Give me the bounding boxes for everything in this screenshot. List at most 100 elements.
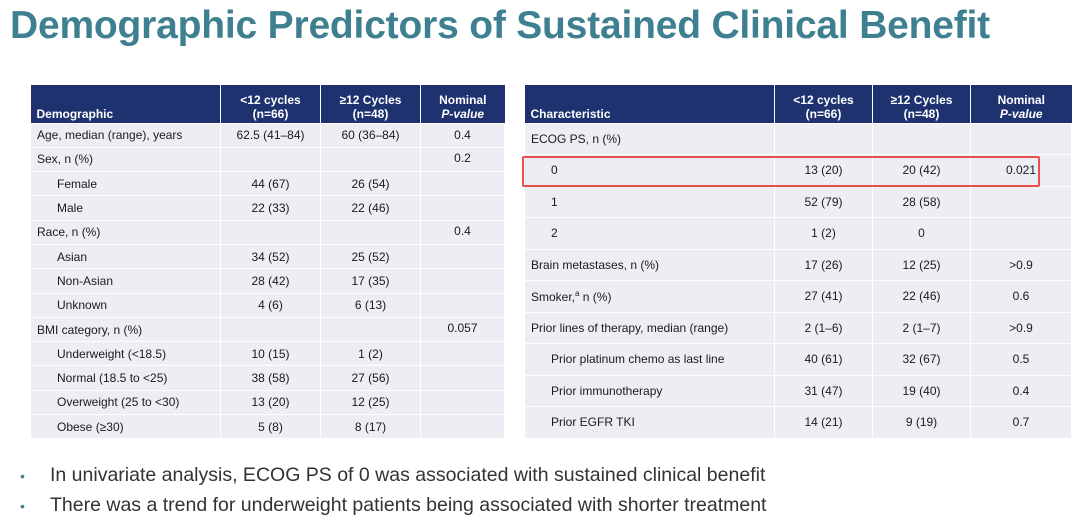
header-p-value: Nominal P-value: [420, 85, 505, 123]
footnote-marker: a: [575, 288, 580, 298]
cell-lt12: 13 (20): [220, 389, 321, 416]
cell-lt12: [220, 219, 321, 245]
table-row: Normal (18.5 to <25) 38 (58) 27 (56): [30, 365, 505, 391]
cell-p-value: >0.9: [970, 248, 1072, 281]
header-line: ≥12 Cycles: [339, 92, 402, 107]
cell-p-value: [970, 122, 1072, 155]
cell-p-value: >0.9: [970, 311, 1072, 344]
row-label: Smoker,a n (%): [524, 280, 775, 313]
row-label: ECOG PS, n (%): [524, 122, 775, 155]
cell-lt12: 34 (52): [220, 243, 321, 270]
cell-ge12: 60 (36–84): [320, 122, 421, 148]
cell-ge12: 32 (67): [872, 343, 971, 376]
cell-p-value: [420, 268, 505, 294]
cell-ge12: [320, 316, 421, 343]
row-label: Age, median (range), years: [30, 122, 221, 148]
row-label: Asian: [30, 243, 221, 270]
page-title: Demographic Predictors of Sustained Clin…: [10, 4, 990, 47]
cell-ge12: 12 (25): [872, 248, 971, 281]
table-row: Sex, n (%) 0.2: [30, 146, 505, 173]
cell-ge12: 1 (2): [320, 341, 421, 367]
table-row: 0 13 (20) 20 (42) 0.021: [524, 154, 1072, 187]
bullet-dot-icon: •: [20, 467, 25, 484]
cell-p-value: 0.6: [970, 280, 1072, 313]
cell-p-value: 0.5: [970, 343, 1072, 376]
cell-lt12: [220, 146, 321, 173]
cell-lt12: 27 (41): [774, 280, 873, 313]
row-label: Prior lines of therapy, median (range): [524, 311, 775, 344]
cell-p-value: [420, 365, 505, 391]
cell-lt12: 38 (58): [220, 365, 321, 391]
row-label: Female: [30, 171, 221, 197]
table-header-row: Demographic <12 cycles (n=66) ≥12 Cycles(…: [30, 85, 505, 123]
row-label: 1: [524, 185, 775, 218]
header-line: ≥12 Cycles: [890, 92, 953, 107]
row-label: Overweight (25 to <30): [30, 389, 221, 416]
cell-p-value: [420, 389, 505, 416]
cell-p-value: [420, 243, 505, 270]
cell-ge12: 0: [872, 217, 971, 250]
row-label: 0: [524, 154, 775, 187]
cell-p-value: 0.7: [970, 406, 1072, 439]
header-demographic: Demographic: [30, 85, 221, 123]
cell-lt12: 44 (67): [220, 171, 321, 197]
cell-lt12: 22 (33): [220, 195, 321, 221]
table-row: Female 44 (67) 26 (54): [30, 171, 505, 197]
cell-lt12: 52 (79): [774, 185, 873, 218]
bullet-text: There was a trend for underweight patien…: [50, 494, 767, 516]
cell-ge12: 27 (56): [320, 365, 421, 391]
cell-ge12: [320, 219, 421, 245]
table-row: 1 52 (79) 28 (58): [524, 185, 1072, 218]
row-label: Race, n (%): [30, 219, 221, 245]
cell-p-value: [420, 171, 505, 197]
cell-lt12: 28 (42): [220, 268, 321, 294]
row-label: Obese (≥30): [30, 414, 221, 440]
cell-ge12: 22 (46): [320, 195, 421, 221]
table-row: Overweight (25 to <30) 13 (20) 12 (25): [30, 389, 505, 416]
cell-lt12: 4 (6): [220, 292, 321, 318]
header-line: <12 cycles: [793, 92, 854, 107]
cell-p-value: [970, 217, 1072, 250]
row-label: Normal (18.5 to <25): [30, 365, 221, 391]
cell-lt12: 10 (15): [220, 341, 321, 367]
row-label-text: Smoker,: [531, 289, 576, 304]
cell-p-value: 0.4: [420, 122, 505, 148]
cell-ge12: 8 (17): [320, 414, 421, 440]
cell-ge12: 22 (46): [872, 280, 971, 313]
table-row: Age, median (range), years 62.5 (41–84) 60…: [30, 122, 505, 148]
table-row: Male 22 (33) 22 (46): [30, 195, 505, 221]
header-lt12-cycles: <12 cycles (n=66): [220, 85, 321, 123]
cell-ge12: 25 (52): [320, 243, 421, 270]
table-row: Asian 34 (52) 25 (52): [30, 243, 505, 270]
cell-lt12: 62.5 (41–84): [220, 122, 321, 148]
table-row: Non-Asian 28 (42) 17 (35): [30, 268, 505, 294]
bullet-item: • In univariate analysis, ECOG PS of 0 wa…: [20, 460, 766, 490]
table-header-row: Characteristic <12 cycles (n=66) ≥12 Cycl…: [524, 85, 1072, 123]
header-line: <12 cycles: [240, 92, 301, 107]
row-label: BMI category, n (%): [30, 316, 221, 343]
table-row: Prior lines of therapy, median (range) 2 …: [524, 311, 1072, 344]
cell-ge12: 20 (42): [872, 154, 971, 187]
table-row: Prior immunotherapy 31 (47) 19 (40) 0.4: [524, 374, 1072, 407]
header-line: P-value: [999, 106, 1043, 121]
header-line: (n=66): [805, 106, 842, 121]
cell-p-value: [970, 185, 1072, 218]
cell-p-value: 0.057: [420, 316, 505, 343]
table-row: Brain metastases, n (%) 17 (26) 12 (25) >0.…: [524, 248, 1072, 281]
row-label: Brain metastases, n (%): [524, 248, 775, 281]
row-label: Prior platinum chemo as last line: [524, 343, 775, 376]
cell-lt12: 17 (26): [774, 248, 873, 281]
cell-ge12: 9 (19): [872, 406, 971, 439]
cell-lt12: 5 (8): [220, 414, 321, 440]
cell-ge12: 6 (13): [320, 292, 421, 318]
bullet-text: In univariate analysis, ECOG PS of 0 was…: [50, 464, 766, 486]
cell-lt12: [774, 122, 873, 155]
header-ge12-cycles: ≥12 Cycles (n=48): [320, 85, 421, 123]
header-line: (n=48): [903, 106, 940, 121]
bullet-dot-icon: •: [20, 497, 25, 514]
table-row: Obese (≥30) 5 (8) 8 (17): [30, 414, 505, 440]
cell-ge12: 17 (35): [320, 268, 421, 294]
header-line: Nominal: [439, 92, 487, 107]
ecog-0-highlight-box: [522, 156, 1040, 187]
